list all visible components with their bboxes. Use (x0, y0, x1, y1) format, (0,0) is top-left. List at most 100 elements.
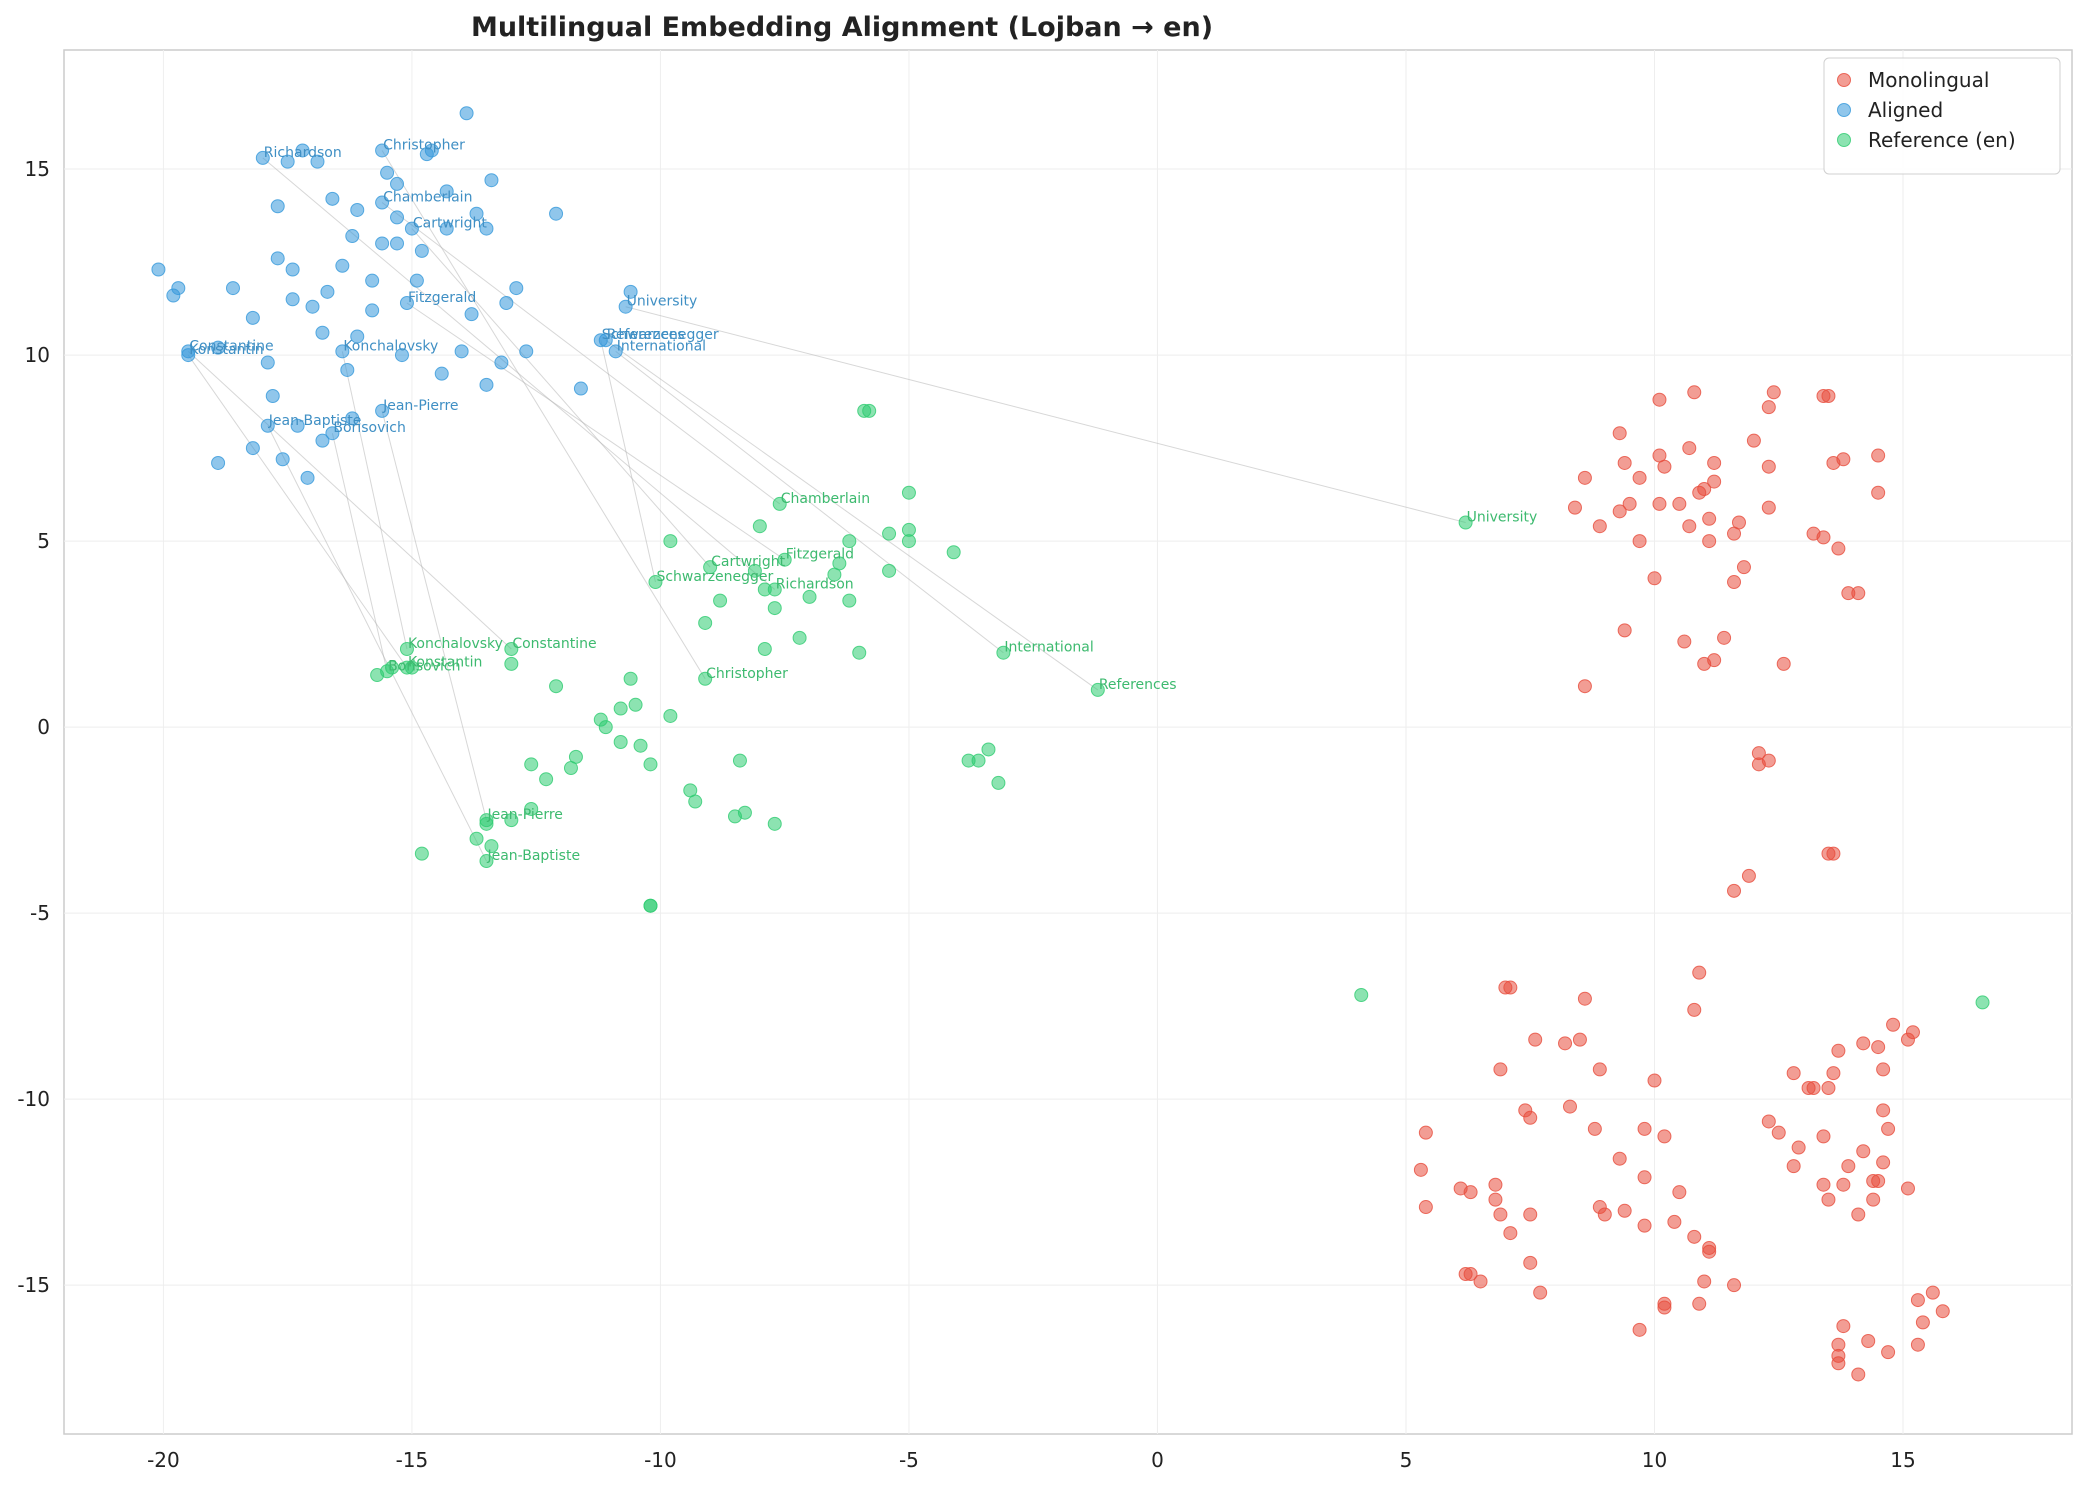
monolingual-point (1761, 459, 1776, 474)
aligned-point (509, 281, 524, 296)
monolingual-point (1617, 1203, 1632, 1218)
reference-en-point (767, 601, 782, 616)
aligned-point (394, 348, 409, 363)
monolingual-point (1632, 470, 1647, 485)
reference-en-point (484, 839, 499, 854)
monolingual-point (1816, 530, 1831, 545)
reference-point-label: Konchalovsky (408, 636, 503, 652)
aligned-point (375, 195, 390, 210)
grid-lines (64, 50, 2072, 1434)
monolingual-point (1652, 496, 1667, 511)
aligned-point (484, 173, 499, 188)
monolingual-point (1523, 1255, 1538, 1270)
reference-en-point (747, 563, 762, 578)
aligned-point (365, 303, 380, 318)
reference-en-point (767, 816, 782, 831)
aligned-point-label: Cartwright (413, 216, 487, 232)
aligned-point (345, 411, 360, 426)
monolingual-point (1871, 485, 1886, 500)
alignment-connector (600, 340, 656, 583)
monolingual-point (1687, 1002, 1702, 1017)
monolingual-point (1881, 1121, 1896, 1136)
aligned-point (151, 262, 166, 277)
monolingual-point (1647, 1073, 1662, 1088)
monolingual-point (1572, 1032, 1587, 1047)
reference-point-label: Richardson (776, 576, 854, 592)
monolingual-point (1692, 965, 1707, 980)
aligned-point-label: Christopher (383, 137, 465, 153)
monolingual-point (1776, 656, 1791, 671)
reference-point-label: University (1467, 509, 1538, 525)
reference-en-point (981, 742, 996, 757)
monolingual-point (1692, 1296, 1707, 1311)
reference-en-point (842, 593, 857, 608)
reference-en-point (539, 772, 554, 787)
reference-en-point (563, 761, 578, 776)
monolingual-point (1503, 1226, 1518, 1241)
monolingual-point (1657, 459, 1672, 474)
alignment-connector (187, 354, 408, 668)
aligned-point (350, 329, 365, 344)
monolingual-point (1493, 1062, 1508, 1077)
reference-en-point (663, 534, 678, 549)
aligned-point-label: Schwarzenegger (602, 327, 719, 343)
monolingual-point (1418, 1200, 1433, 1215)
reference-en-point (946, 545, 961, 560)
reference-en-point (370, 668, 385, 683)
monolingual-point (1577, 470, 1592, 485)
aligned-point (375, 143, 390, 158)
aligned-point (464, 307, 479, 322)
monolingual-point (1458, 1267, 1473, 1282)
aligned-point-label: Konstantin (189, 342, 263, 358)
monolingual-point (1816, 1177, 1831, 1192)
monolingual-point (1821, 846, 1836, 861)
legend-marker (1837, 73, 1851, 87)
reference-en-point (827, 567, 842, 582)
aligned-point (469, 206, 484, 221)
aligned-point-label: Constantine (189, 338, 273, 354)
monolingual-point (1766, 385, 1781, 400)
point-labels: Richardson Christopher Chamberlain Cartwrig… (189, 137, 1537, 864)
aligned-point (419, 147, 434, 162)
monolingual-point (1523, 1110, 1538, 1125)
alignment-connector (615, 350, 1004, 654)
monolingual-point (1925, 1285, 1940, 1300)
monolingual-point (1563, 1099, 1577, 1114)
reference-point-label: Schwarzenegger (656, 569, 773, 585)
y-tick-label: 15 (25, 157, 50, 181)
aligned-point (335, 258, 350, 273)
reference-point-label: Cartwright (711, 554, 785, 570)
monolingual-point (1866, 1192, 1881, 1207)
reference-en-point (792, 630, 807, 645)
reference-point-label: Jean-Pierre (486, 807, 562, 823)
reference-en-point (971, 753, 986, 768)
reference-en-point (901, 534, 916, 549)
monolingual-point (1821, 1081, 1836, 1095)
monolingual-point (1935, 1304, 1950, 1319)
reference-en-point (802, 589, 817, 604)
aligned-point (479, 221, 494, 236)
aligned-point (335, 344, 350, 359)
reference-en-point (613, 701, 628, 716)
x-tick-label: 0 (1151, 1448, 1164, 1472)
monolingual-point (1806, 1081, 1821, 1095)
reference-en-point (882, 563, 897, 578)
x-tick-label: -5 (899, 1448, 919, 1472)
aligned-point (390, 210, 405, 225)
aligned-point-label: Konchalovsky (343, 338, 438, 354)
monolingual-point (1826, 455, 1841, 470)
legend-marker (1837, 103, 1851, 117)
reference-en-point (613, 735, 628, 749)
monolingual-point (1786, 1159, 1801, 1174)
reference-en-point (703, 560, 718, 575)
monolingual-point (1672, 1185, 1687, 1200)
monolingual-point (1418, 1125, 1433, 1140)
monolingual-point (1816, 1129, 1831, 1144)
reference-en-point (404, 660, 419, 675)
x-tick-label: 15 (1890, 1448, 1915, 1472)
aligned-point (549, 206, 564, 221)
aligned-point (404, 221, 419, 236)
aligned-point-label: References (607, 327, 685, 343)
